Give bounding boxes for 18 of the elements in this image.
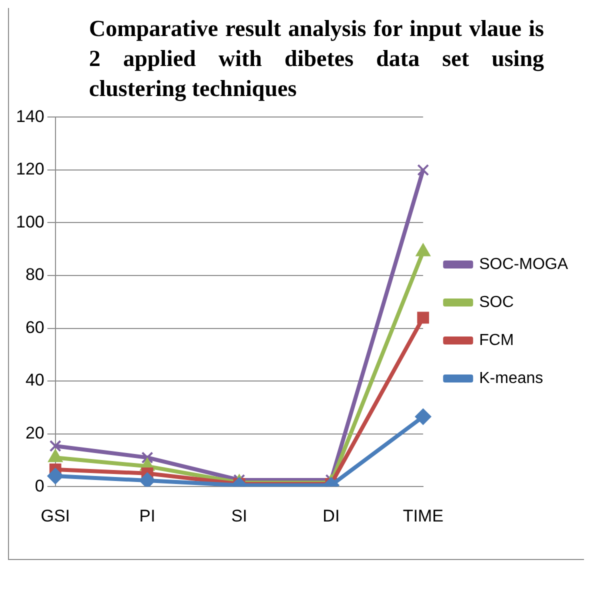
legend-label: SOC-MOGA [479, 256, 568, 273]
y-tick-label: 140 [16, 106, 44, 126]
y-tick-label: 20 [25, 424, 44, 443]
legend-label: FCM [479, 332, 514, 349]
x-tick-label: TIME [402, 506, 444, 526]
x-tick-label: PI [139, 506, 156, 526]
y-tick-label: 80 [25, 265, 44, 284]
legend-label: K-means [479, 370, 544, 387]
y-tick-label: 60 [25, 318, 44, 337]
x-tick-label: SI [231, 506, 248, 526]
y-tick-label: 40 [25, 370, 44, 390]
chart-title: Comparative result analysis for input vlaue is 2 applied with dibetes data set using clustering techniques [88, 15, 545, 104]
y-tick-label: 100 [16, 212, 44, 232]
y-tick-label: 120 [16, 160, 44, 179]
x-tick-label: DI [322, 506, 340, 526]
x-tick-label: GSI [40, 506, 70, 526]
legend-label: SOC [479, 294, 514, 311]
y-tick-label: 0 [34, 476, 44, 496]
